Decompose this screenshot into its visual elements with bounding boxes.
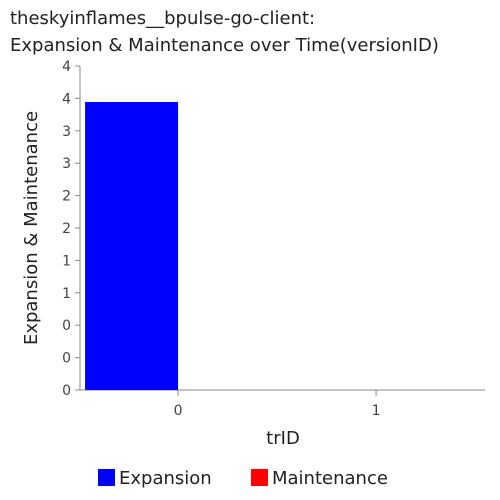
legend-swatch-expansion: [98, 469, 115, 486]
y-tick-label: 3: [62, 124, 71, 140]
y-tick-label: 0: [62, 318, 71, 334]
chart-title-line-2: Expansion & Maintenance over Time(versio…: [10, 35, 439, 56]
y-tick-label: 0: [62, 383, 71, 399]
y-tick-label: 2: [62, 221, 71, 237]
x-axis-title: trID: [266, 428, 300, 449]
plot-area: 0 0 0 1 1 2 2 3 3 4 4 0 1: [62, 59, 485, 419]
legend-label-maintenance: Maintenance: [272, 468, 388, 489]
chart-title-line-1: theskyinflames__bpulse-go-client:: [10, 8, 315, 29]
y-tick-label: 0: [62, 351, 71, 367]
y-tick-label: 3: [62, 156, 71, 172]
legend: Expansion Maintenance: [98, 468, 388, 489]
y-tick-label: 4: [62, 59, 71, 75]
y-tick-label: 1: [62, 253, 71, 269]
y-tick-label: 1: [62, 286, 71, 302]
legend-swatch-maintenance: [251, 469, 268, 486]
bar-expansion-0: [85, 102, 179, 390]
x-tick-label: 1: [372, 403, 381, 419]
y-axis-title: Expansion & Maintenance: [21, 111, 42, 345]
y-tick-label: 4: [62, 91, 71, 107]
x-tick-label: 0: [174, 403, 183, 419]
y-tick-label: 2: [62, 189, 71, 205]
legend-label-expansion: Expansion: [119, 468, 212, 489]
